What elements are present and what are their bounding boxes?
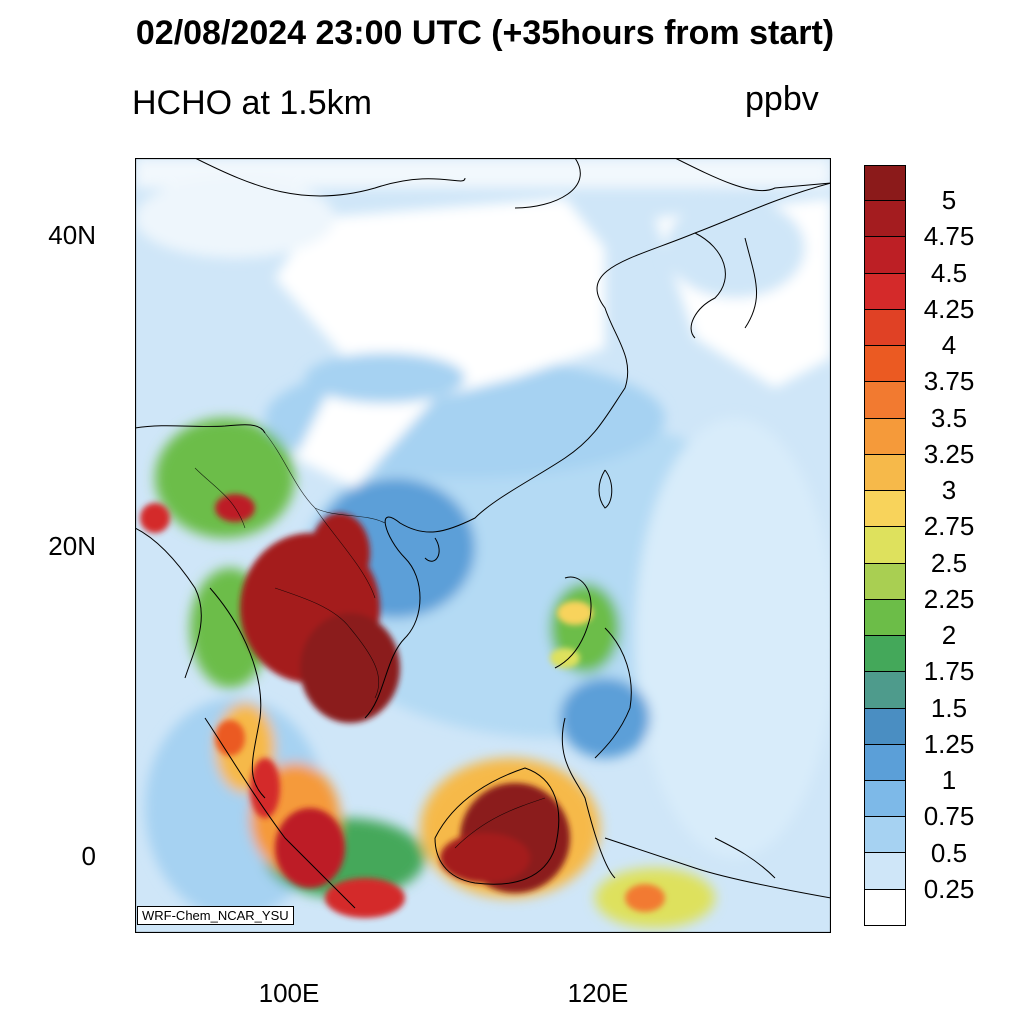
colorbar-label: 2 — [941, 620, 957, 651]
colorbar-swatch — [864, 527, 906, 564]
colorbar-swatch — [864, 780, 906, 818]
colorbar-swatch — [864, 744, 906, 781]
lon-label-120e: 120E — [567, 978, 629, 1008]
colorbar-label: 1.25 — [923, 728, 975, 759]
colorbar-label: 5 — [941, 185, 957, 216]
main-title: 02/08/2024 23:00 UTC (+35hours from star… — [135, 14, 835, 52]
colorbar-swatch — [864, 237, 906, 274]
colorbar-label: 4 — [941, 330, 957, 361]
lat-label-0: 0 — [81, 841, 96, 871]
units-label: ppbv — [745, 80, 819, 118]
lon-label-100e: 100E — [258, 978, 320, 1008]
model-label: WRF-Chem_NCAR_YSU — [137, 906, 294, 925]
colorbar-swatch — [864, 165, 906, 202]
colorbar-swatch — [864, 599, 906, 637]
colorbar-label: 3.5 — [930, 402, 968, 433]
colorbar-swatch — [864, 382, 906, 419]
colorbar-swatch — [864, 346, 906, 383]
colorbar-label: 0.25 — [923, 873, 975, 904]
colorbar-swatch — [864, 636, 906, 673]
colorbar-swatch — [864, 853, 906, 890]
colorbar-label: 4.5 — [930, 257, 968, 288]
hcho-concentration-map — [121, 150, 845, 941]
colorbar — [864, 165, 906, 926]
colorbar-label: 1.5 — [930, 692, 968, 723]
colorbar-swatch — [864, 418, 906, 455]
colorbar-swatch — [864, 201, 906, 238]
colorbar-swatch — [864, 708, 906, 745]
colorbar-swatch — [864, 889, 906, 926]
lat-label-20n: 20N — [48, 531, 96, 561]
colorbar-label: 0.5 — [930, 837, 968, 868]
map-panel — [121, 150, 845, 941]
colorbar-label: 2.25 — [923, 583, 975, 614]
colorbar-label: 3.75 — [923, 366, 975, 397]
colorbar-label: 3.25 — [923, 438, 975, 469]
colorbar-label: 4.25 — [923, 293, 975, 324]
colorbar-label: 1 — [941, 765, 957, 796]
colorbar-swatch — [864, 309, 906, 347]
colorbar-swatch — [864, 454, 906, 492]
variable-title: HCHO at 1.5km — [132, 84, 372, 122]
colorbar-label: 4.75 — [923, 221, 975, 252]
colorbar-swatch — [864, 491, 906, 528]
lat-label-40n: 40N — [48, 220, 96, 250]
colorbar-swatch — [864, 817, 906, 854]
colorbar-label: 0.75 — [923, 801, 975, 832]
colorbar-swatch — [864, 672, 906, 709]
colorbar-label: 2.5 — [930, 547, 968, 578]
colorbar-swatch — [864, 563, 906, 600]
colorbar-swatch — [864, 273, 906, 310]
colorbar-label: 2.75 — [923, 511, 975, 542]
colorbar-label: 1.75 — [923, 656, 975, 687]
colorbar-label: 3 — [941, 475, 957, 506]
